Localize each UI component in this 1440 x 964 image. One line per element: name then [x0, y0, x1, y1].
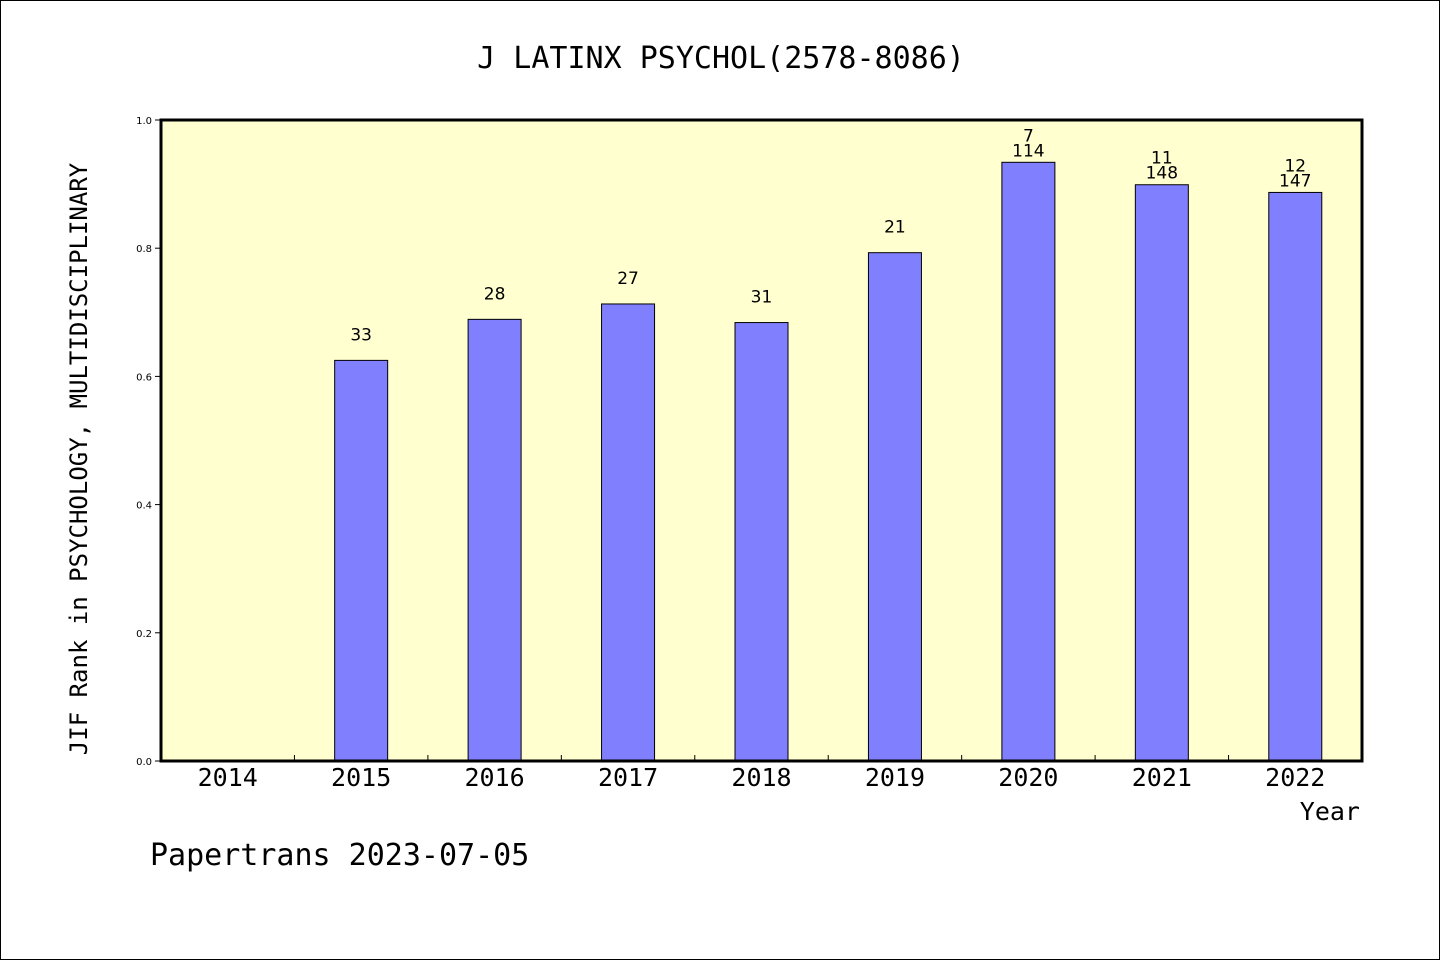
data-label-2018-0: 31 [751, 288, 773, 308]
x-tick-label-2017: 2017 [598, 763, 658, 792]
bar-2016 [467, 318, 522, 762]
x-tick-label-2016: 2016 [465, 763, 525, 792]
data-label-2022-1: 147 [1279, 171, 1311, 191]
y-tick-label-2: 0.4 [136, 501, 152, 512]
data-label-2022-0: 12 [1284, 156, 1306, 176]
y-tick-label-5: 1.0 [136, 116, 152, 127]
bar-2018 [734, 322, 789, 762]
x-tick-label-2018: 2018 [731, 763, 791, 792]
x-tick-label-2021: 2021 [1132, 763, 1192, 792]
y-tick-label-0: 0.0 [136, 757, 152, 768]
bar-2019 [867, 252, 922, 762]
x-axis: 2014 2015 2016 2017 2018 2019 2020 2021 2022 [198, 755, 1325, 792]
y-axis-label: JIF Rank in PSYCHOLOGY, MULTIDISCIPLINAR… [65, 162, 93, 755]
bar-2017 [601, 303, 656, 762]
footer-credit: Papertrans 2023-07-05 [150, 838, 529, 873]
data-label-2020-0: 7 [1023, 126, 1034, 146]
y-tick-label-1: 0.2 [136, 629, 152, 640]
y-tick-label-4: 0.8 [136, 244, 152, 255]
x-axis-label: Year [1300, 797, 1360, 826]
data-label-2019-0: 21 [884, 218, 906, 238]
data-label-2021-0: 11 [1151, 149, 1173, 169]
x-tick-label-2014: 2014 [198, 763, 258, 792]
data-label-2021-1: 148 [1146, 164, 1178, 184]
chart-title: J LATINX PSYCHOL(2578-8086) [477, 41, 965, 76]
bar-2015 [334, 359, 389, 762]
bar-2020 [1001, 161, 1056, 762]
data-label-2015-0: 33 [350, 325, 372, 345]
x-tick-label-2019: 2019 [865, 763, 925, 792]
x-tick-label-2020: 2020 [998, 763, 1058, 792]
bar-2022 [1268, 191, 1323, 762]
bar-2021 [1134, 184, 1189, 762]
x-tick-label-2015: 2015 [331, 763, 391, 792]
data-label-2020-1: 114 [1012, 141, 1044, 161]
plot-border [159, 118, 1364, 763]
x-tick-label-2022: 2022 [1265, 763, 1325, 792]
y-axis: 0.0 0.2 0.4 0.6 0.8 1.0 [136, 116, 161, 768]
y-tick-label-3: 0.6 [136, 372, 152, 383]
data-label-2016-0: 28 [484, 284, 506, 304]
bars-group [334, 161, 1323, 762]
data-label-2017-0: 27 [617, 269, 639, 289]
